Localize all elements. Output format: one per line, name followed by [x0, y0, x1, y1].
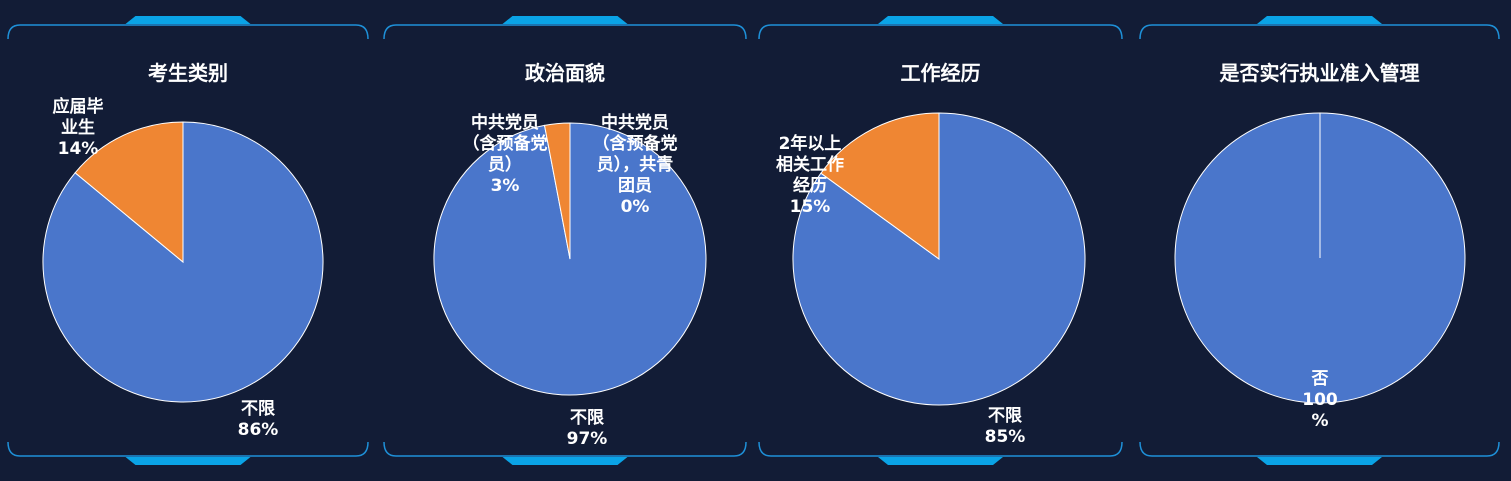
slice-label-2: 中共党员（含预备党员） 3%: [463, 112, 548, 196]
panel-frame-4: [1139, 16, 1500, 465]
frame-bottom-accent: [125, 457, 251, 465]
frame-top-line: [1139, 24, 1500, 40]
frame-top-line: [383, 24, 747, 40]
frame-bottom-line: [1139, 441, 1500, 457]
panel-frame-1: [7, 16, 369, 465]
slice-label-1: 否 100%: [1302, 369, 1338, 431]
frame-top-accent: [502, 16, 628, 24]
frame-top-accent: [1257, 16, 1382, 24]
frame-top-line: [7, 24, 369, 40]
pie-slice-2[interactable]: [820, 112, 940, 260]
frame-bottom-line: [383, 441, 747, 457]
chart-title: 考生类别: [148, 61, 228, 85]
panel-frame-3: [758, 16, 1123, 465]
panel-frame-2: [383, 16, 747, 465]
slice-label-2: 应届毕业生 14%: [53, 96, 104, 159]
frame-bottom-accent: [878, 457, 1003, 465]
frame-bottom-accent: [1257, 457, 1382, 465]
frame-top-accent: [878, 16, 1003, 24]
slice-label-1: 不限 97%: [567, 408, 608, 449]
chart-title: 工作经历: [901, 61, 981, 85]
frame-bottom-line: [758, 441, 1123, 457]
slice-label-3: 中共党员（含预备党员），共青团员 0%: [593, 112, 678, 217]
frame-top-line: [758, 24, 1123, 40]
chart-title: 政治面貌: [525, 61, 605, 85]
frame-bottom-line: [7, 441, 369, 457]
slice-label-1: 不限 86%: [238, 399, 279, 440]
frame-top-accent: [125, 16, 251, 24]
frame-bottom-accent: [502, 457, 628, 465]
slice-label-1: 不限 85%: [985, 406, 1026, 447]
chart-title: 是否实行执业准入管理: [1219, 61, 1420, 85]
slice-label-2: 2年以上相关工作经历 15%: [776, 133, 844, 217]
pie-slice-2[interactable]: [74, 121, 184, 264]
